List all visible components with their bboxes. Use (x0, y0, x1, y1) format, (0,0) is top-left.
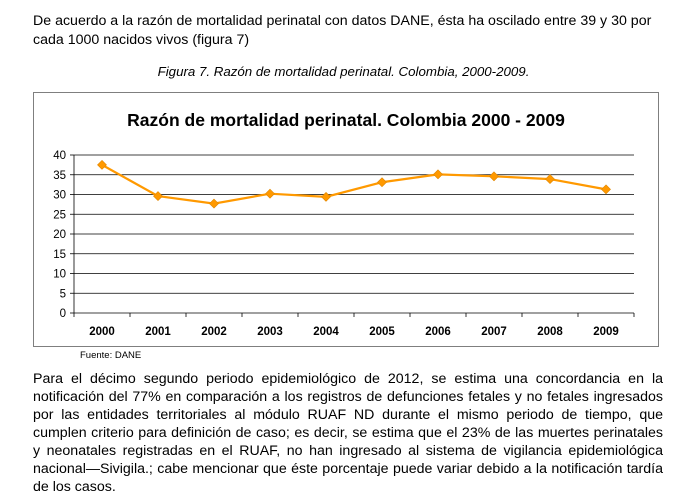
x-tick-label: 2008 (537, 326, 563, 338)
x-tick-label: 2002 (201, 326, 227, 338)
data-point (377, 177, 387, 188)
y-tick-label: 10 (53, 269, 66, 281)
data-point (265, 188, 275, 199)
body-paragraph: Para el décimo segundo periodo epidemiol… (33, 371, 663, 495)
gridlines (74, 154, 634, 294)
chart-title: Razón de mortalidad perinatal. Colombia … (127, 110, 565, 130)
y-tick-label: 15 (53, 249, 66, 261)
data-point (433, 169, 443, 180)
y-tick-label: 30 (53, 190, 66, 202)
data-point (489, 171, 499, 182)
x-tick-label: 2006 (425, 326, 451, 338)
series-line (101, 163, 607, 205)
y-tick-label: 20 (53, 229, 66, 241)
data-point (97, 159, 107, 170)
x-tick-label: 2004 (313, 326, 339, 338)
source-note: Fuente: DANE (80, 350, 142, 361)
intro-paragraph: De acuerdo a la razón de mortalidad peri… (33, 13, 652, 48)
x-tick-label: 2003 (257, 326, 283, 338)
data-point (209, 198, 219, 209)
axes (70, 154, 635, 317)
figure-caption: Figura 7. Razón de mortalidad perinatal.… (157, 64, 530, 79)
x-tick-label: 2005 (369, 326, 395, 338)
data-point (321, 191, 331, 202)
line-chart: Razón de mortalidad perinatal. Colombia … (53, 110, 635, 338)
x-tick-label: 2009 (593, 326, 619, 338)
x-tick-labels: 2000 2001 2002 2003 2004 2005 2006 2007 2008 2009 (89, 326, 619, 338)
x-tick-label: 2001 (145, 326, 171, 338)
x-tick-label: 2007 (481, 326, 507, 338)
y-tick-labels: 0 5 10 15 20 25 30 35 40 (53, 150, 66, 320)
y-tick-label: 0 (60, 308, 66, 320)
data-point (545, 174, 555, 185)
y-tick-label: 25 (53, 209, 66, 221)
data-point (601, 184, 611, 195)
series (97, 159, 611, 209)
y-tick-label: 40 (53, 150, 66, 162)
data-point (153, 191, 163, 202)
y-tick-label: 35 (53, 170, 66, 182)
x-tick-label: 2000 (89, 326, 115, 338)
chart-container: Razón de mortalidad perinatal. Colombia … (33, 92, 659, 347)
y-tick-label: 5 (60, 288, 66, 300)
